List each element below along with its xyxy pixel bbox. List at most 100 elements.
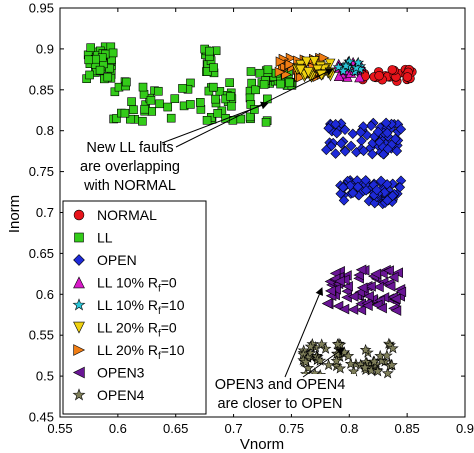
y-tick-label: 0.75 (29, 164, 54, 179)
scatter-point (359, 361, 371, 373)
scatter-point (330, 118, 341, 130)
scatter-point (337, 64, 350, 77)
scatter-point (370, 268, 381, 280)
scatter-markers (82, 42, 417, 381)
legend-marker (73, 254, 85, 266)
scatter-point (302, 361, 315, 374)
scatter-point (315, 338, 328, 350)
x-tick-label: 0.9 (456, 421, 474, 436)
y-tick-label: 0.55 (29, 328, 54, 343)
scatter-point (103, 72, 113, 82)
scatter-point (331, 338, 344, 350)
scatter-point (375, 175, 387, 187)
annotation-open3-open4: OPEN3 and OPEN4 are closer to OPEN (203, 287, 356, 414)
scatter-point (367, 148, 378, 160)
scatter-point (387, 65, 397, 75)
y-tick-label: 0.8 (36, 123, 54, 138)
scatter-point (354, 71, 365, 83)
scatter-point (209, 63, 218, 72)
scatter-point (344, 357, 357, 369)
legend-marker (72, 298, 86, 311)
scatter-point (178, 84, 187, 93)
scatter-point (86, 43, 96, 52)
scatter-point (365, 281, 376, 292)
scatter-point (371, 184, 383, 196)
y-axis-ticks: 0.45 0.5 0.55 0.6 0.65 0.7 0.75 0.8 0.85 0.9 0.95 (29, 1, 465, 425)
scatter-point (301, 56, 312, 68)
scatter-point (304, 347, 317, 359)
scatter-point (246, 67, 256, 76)
scatter-point (211, 94, 220, 104)
scatter-point (384, 281, 396, 292)
scatter-point (333, 70, 345, 81)
scatter-point (331, 127, 343, 139)
scatter-point (163, 102, 173, 112)
legend-label: OPEN (97, 252, 137, 268)
scatter-point (255, 68, 265, 78)
y-tick-label: 0.5 (36, 369, 54, 384)
legend-marker (73, 344, 86, 356)
scatter-point (263, 65, 273, 75)
x-axis-label: Vnorm (240, 436, 284, 453)
scatter-point (380, 117, 392, 129)
x-tick-label: 0.75 (279, 421, 304, 436)
scatter-point (321, 144, 332, 156)
scatter-point (275, 56, 287, 67)
scatter-point (323, 122, 334, 134)
scatter-point (335, 138, 347, 149)
scatter-point (261, 117, 271, 127)
scatter-point (330, 354, 343, 366)
scatter-point (299, 356, 312, 368)
annotation-line: OPEN3 and OPEN4 (215, 377, 346, 393)
scatter-point (402, 72, 413, 82)
y-tick-label: 0.7 (36, 205, 54, 220)
scatter-point (154, 86, 163, 96)
scatter-point (394, 182, 406, 193)
scatter-point (259, 80, 269, 89)
y-tick-label: 0.45 (29, 410, 54, 425)
scatter-point (356, 282, 368, 294)
x-axis-ticks: 0.55 0.6 0.65 0.7 0.75 0.8 0.85 0.9 (47, 8, 474, 436)
scatter-point (85, 70, 94, 80)
scatter-point (355, 304, 367, 316)
scatter-point (308, 56, 320, 67)
scatter-point (316, 70, 327, 81)
legend-label: LL (97, 230, 113, 246)
scatter-point (347, 304, 359, 315)
scatter-point (303, 67, 314, 78)
legend-label: LL 20% Rf=0 (97, 320, 177, 340)
legend-label: NORMAL (97, 207, 157, 223)
scatter-point (360, 185, 372, 196)
legend-marker (73, 276, 85, 289)
annotation-line: New LL faults (86, 140, 173, 156)
scatter-point (325, 285, 336, 297)
scatter-point (202, 116, 212, 125)
scatter-point (140, 104, 149, 114)
y-tick-label: 0.6 (36, 287, 54, 302)
scatter-point (138, 116, 147, 126)
legend-label: LL 10% Rf=10 (97, 297, 185, 317)
scatter-point (345, 140, 357, 152)
annotation-line: are overlapping (80, 159, 180, 175)
scatter-point (146, 95, 156, 105)
legend: NORMAL LL OPEN LL 10% Rf=0LL 10% Rf=10 LL 20… (62, 200, 207, 415)
annotation-arrow (284, 287, 324, 378)
legend-marker (72, 366, 85, 379)
scatter-point (122, 77, 131, 87)
y-tick-label: 0.9 (36, 41, 54, 56)
scatter-point (338, 303, 350, 315)
scatter-point (355, 264, 367, 276)
x-tick-label: 0.8 (340, 421, 358, 436)
scatter-point (226, 92, 235, 101)
scatter-point (387, 190, 398, 202)
scatter-point (155, 99, 164, 109)
y-tick-label: 0.95 (29, 1, 54, 16)
scatter-point (352, 56, 365, 68)
annotation-arrow (175, 68, 334, 148)
scatter-point (285, 78, 294, 88)
scatter-point (335, 188, 346, 199)
scatter-point (359, 343, 372, 355)
scatter-point (382, 195, 393, 206)
scatter-point (372, 126, 384, 138)
